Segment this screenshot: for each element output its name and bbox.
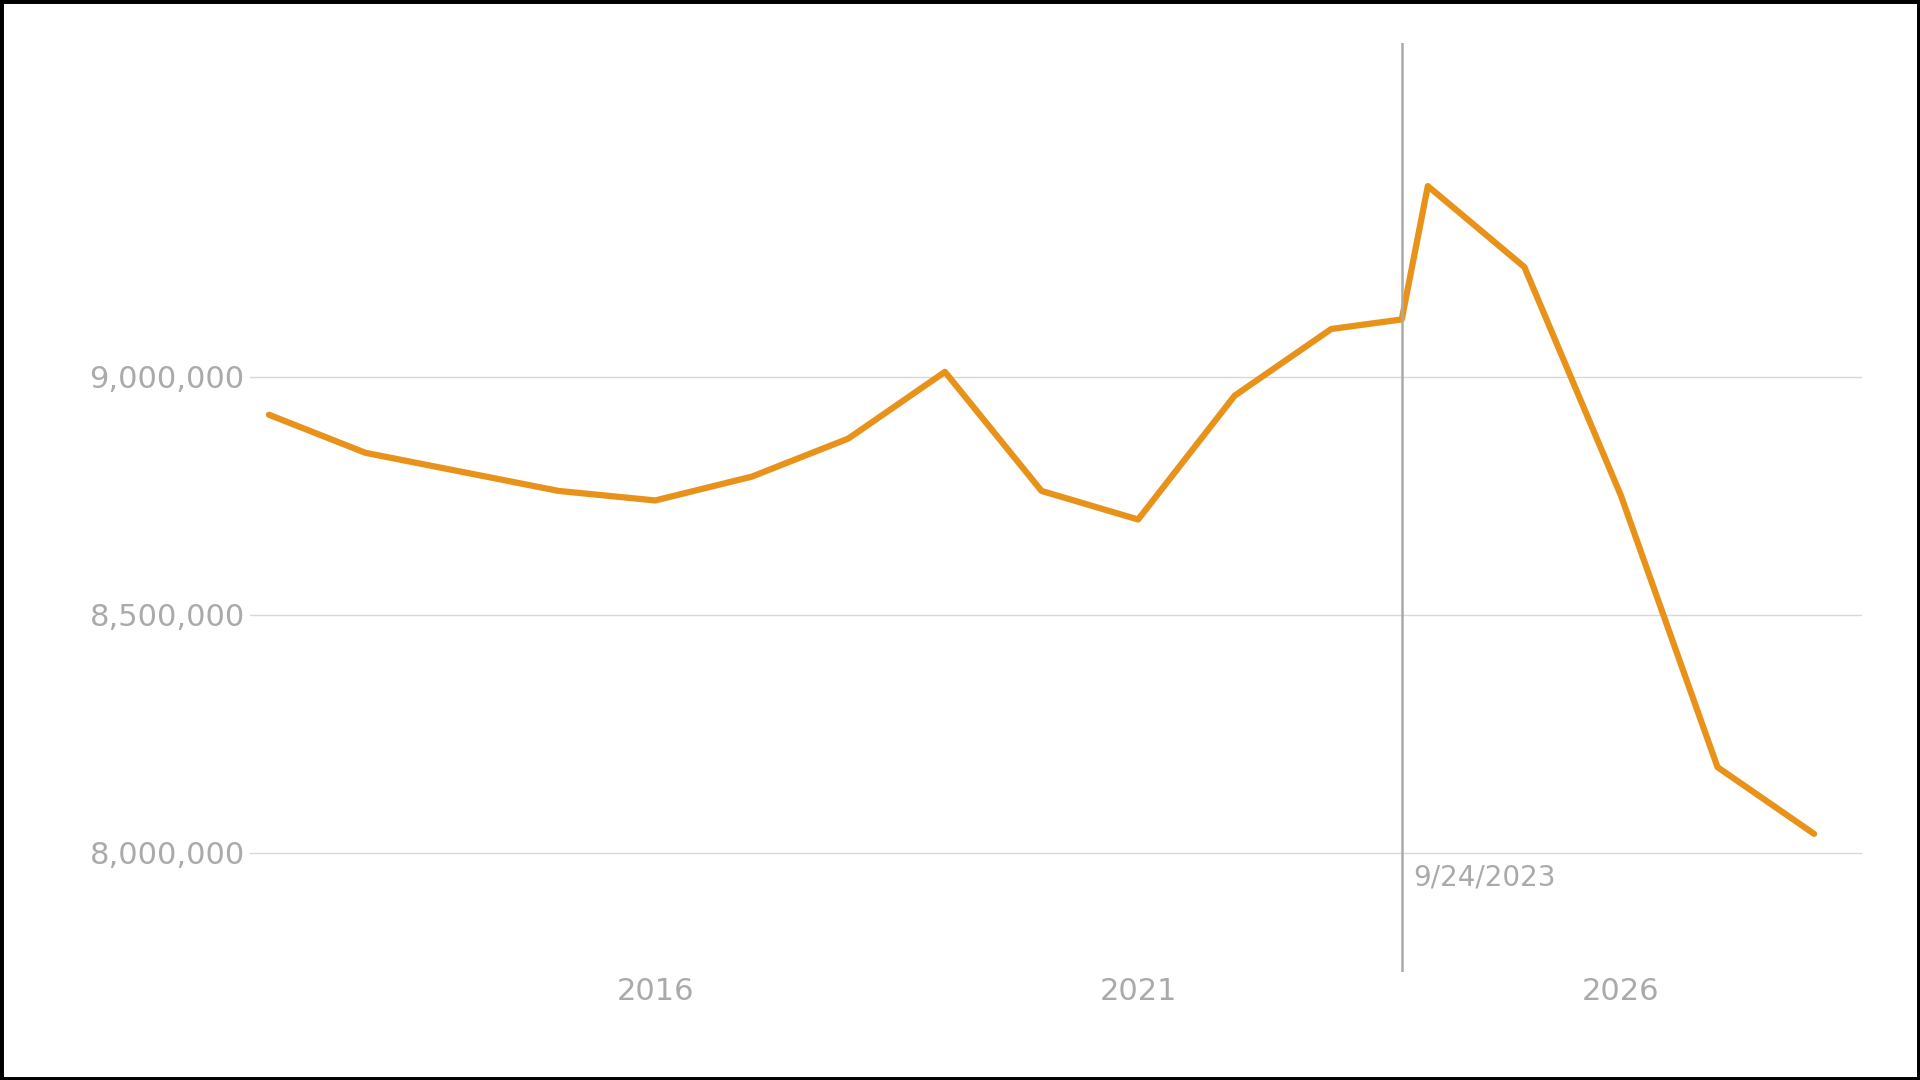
Text: 9/24/2023: 9/24/2023 bbox=[1413, 863, 1555, 891]
